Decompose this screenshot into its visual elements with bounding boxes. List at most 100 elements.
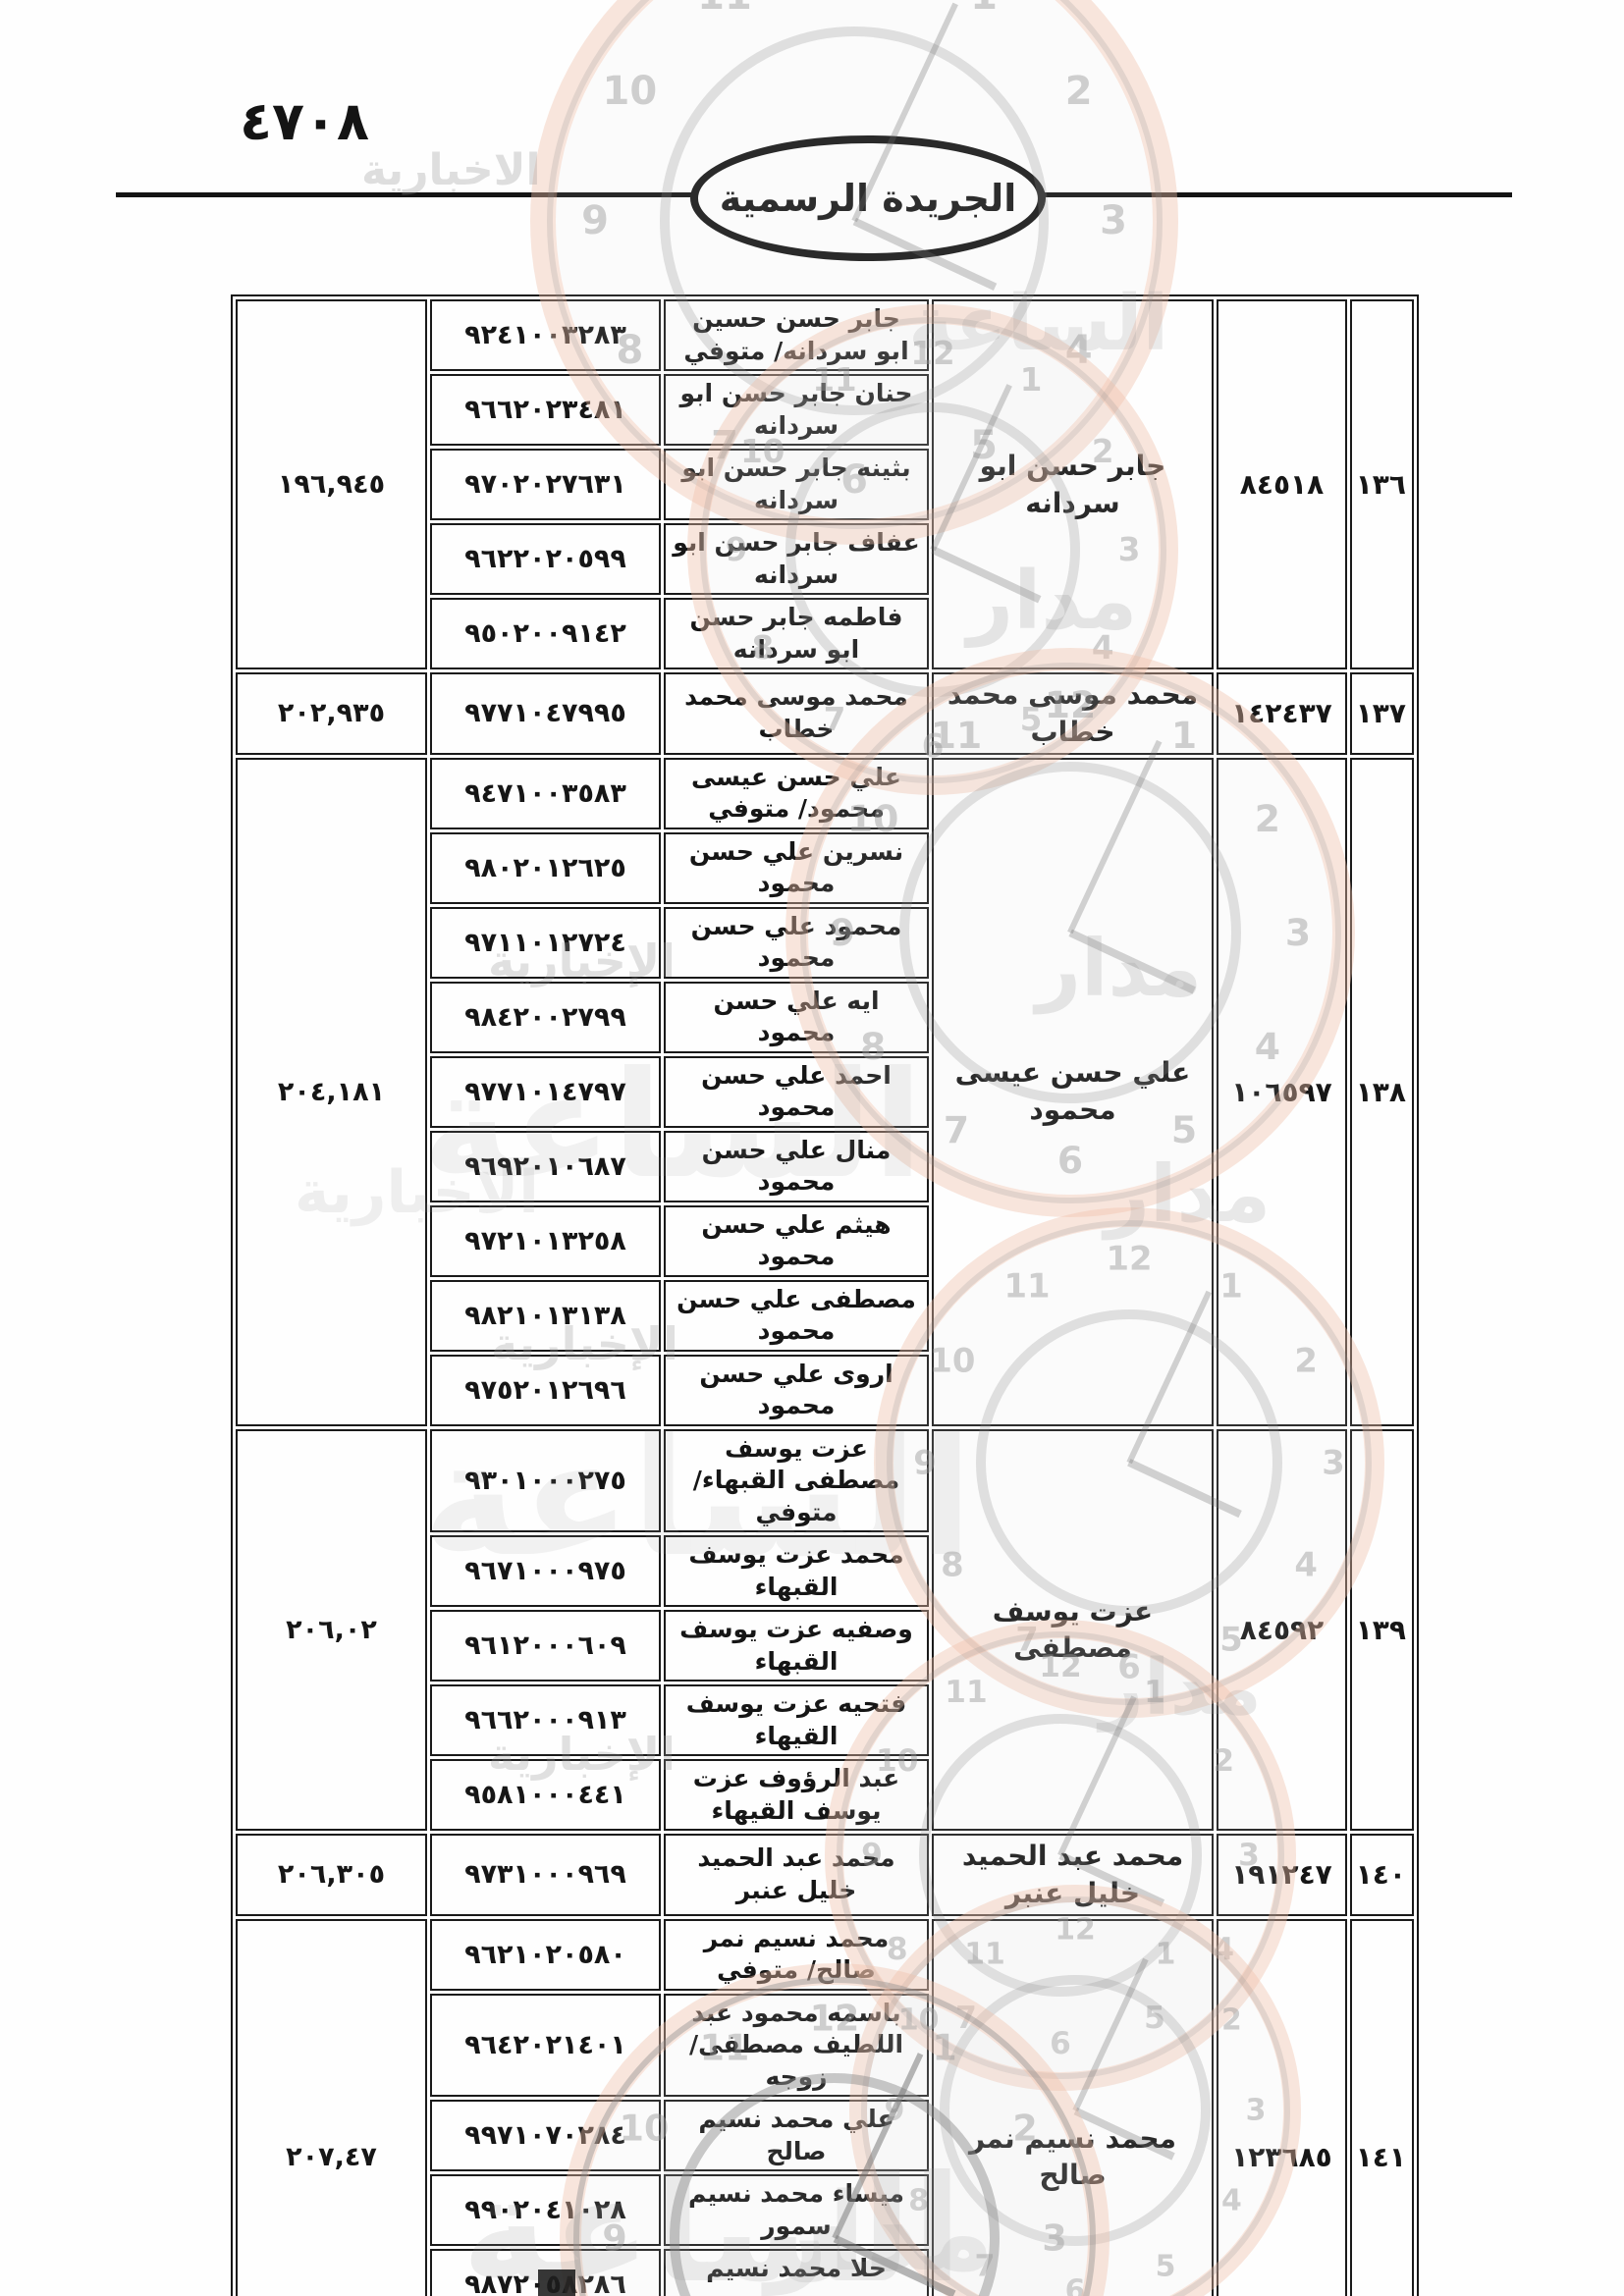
table-row: منال علي حسن محمود ٩٦٩٢٠١٠٦٨٧ <box>236 1130 1414 1202</box>
deceased-name-cell: عزت يوسف مصطفى <box>932 1428 1214 1832</box>
heir-id-cell: ٩٦٤٢٠٢١٤٠١ <box>430 1993 661 2098</box>
table-row: حنان جابر حسن ابو سردانه ٩٦٦٢٠٢٣٤٨١ <box>236 374 1414 446</box>
heir-id-cell: ٩٩٧١٠٧٠٢٨٤ <box>430 2100 661 2172</box>
heir-name-cell: عبد الرؤوف عزت يوسف القيهاء <box>664 1759 929 1832</box>
heir-name-cell: نسرين علي حسن محمود <box>664 831 929 904</box>
serial-cell: ١٤٠ <box>1350 1834 1414 1916</box>
heir-name-cell: عزت يوسف مصطفى القبهاء/ متوفي <box>664 1428 929 1533</box>
watermark-clock-numeral: 2 <box>1064 69 1093 114</box>
watermark-brand-text: الاخبارية <box>361 145 541 195</box>
heir-id-cell: ٩٩٠٢٠٤١٠٢٨ <box>430 2174 661 2247</box>
heir-id-cell: ٩٨٢١٠١٣١٣٨ <box>430 1279 661 1352</box>
file-number-cell: ٨٤٥١٨ <box>1217 299 1347 669</box>
heir-id-cell: ٩٧٣١٠٠٠٩٦٩ <box>430 1834 661 1916</box>
file-number-cell: ١٩١٢٤٧ <box>1217 1834 1347 1916</box>
file-number-cell: ٨٤٥٩٢ <box>1217 1428 1347 1832</box>
serial-cell: ١٣٩ <box>1350 1428 1414 1832</box>
heir-name-cell: وصفيه عزت يوسف القبهاء <box>664 1610 929 1682</box>
table-row: ١٣٧ ١٤٢٤٣٧ محمد موسى محمد خطاب محمد موسى مح… <box>236 672 1414 755</box>
heir-name-cell: اروى علي حسن محمود <box>664 1354 929 1426</box>
heir-name-cell: محمد عبد الحميد خليل عنبر <box>664 1834 929 1916</box>
file-number-cell: ١٢٣٦٨٥ <box>1217 1918 1347 2296</box>
table-row: ١٤٠ ١٩١٢٤٧ محمد عبد الحميد خليل عنبر محمد ع… <box>236 1834 1414 1916</box>
gazette-title-oval: الجريدة الرسمية <box>690 135 1046 261</box>
table-row: ١٣٦ ٨٤٥١٨ جابر حسن ابو سردانه جابر حسن حسين… <box>236 299 1414 669</box>
serial-cell: ١٤١ <box>1350 1918 1414 2296</box>
table-row: مصطفى علي حسن محمود ٩٨٢١٠١٣١٣٨ <box>236 1279 1414 1352</box>
inheritance-table: ١٣٦ ٨٤٥١٨ جابر حسن ابو سردانه جابر حسن حسين… <box>231 294 1419 2296</box>
table-row: محمد عزت يوسف القبهاء ٩٦٧١٠٠٠٩٧٥ <box>236 1535 1414 1608</box>
amount-cell: ٢٠٦,٣٠٥ <box>236 1834 427 1916</box>
amount-cell: ٢٠٤,١٨١ <box>236 757 427 1426</box>
table-row: اروى علي حسن محمود ٩٧٥٢٠١٢٦٩٦ <box>236 1354 1414 1426</box>
heir-id-cell: ٩٣٠١٠٠٠٢٧٥ <box>430 1428 661 1533</box>
heir-name-cell: حلا محمد نسيم سمور <box>664 2249 929 2296</box>
table-row: ١٤١ ١٢٣٦٨٥ محمد نسيم نمر صالح محمد نسيم نمر… <box>236 1918 1414 2296</box>
heir-id-cell: ٩٧٢١٠١٣٢٥٨ <box>430 1204 661 1277</box>
gazette-title: الجريدة الرسمية <box>719 177 1017 220</box>
heir-id-cell: ٩٧٧١٠٤٧٩٩٥ <box>430 672 661 755</box>
heir-id-cell: ٩٨٠٢٠١٢٦٢٥ <box>430 831 661 904</box>
heir-name-cell: ميساء محمد نسيم سمور <box>664 2174 929 2247</box>
table-row: عفاف جابر حسن ابو سردانه ٩٦٢٢٠٢٠٥٩٩ <box>236 523 1414 595</box>
heir-id-cell: ٩٦٢١٠٢٠٥٨٠ <box>430 1918 661 1991</box>
heir-name-cell: ايه علي حسن محمود <box>664 981 929 1053</box>
heir-id-cell: ٩٦١٢٠٠٠٦٠٩ <box>430 1610 661 1682</box>
table-row: ١٣٨ ١٠٦٥٩٧ علي حسن عيسى محمود علي حسن عيسى … <box>236 757 1414 1426</box>
heir-name-cell: علي محمد نسيم صالح <box>664 2100 929 2172</box>
amount-cell: ٢٠٢,٩٣٥ <box>236 672 427 755</box>
table-row: فاطمه جابر حسن ابو سردانه ٩٥٠٢٠٠٩١٤٢ <box>236 598 1414 669</box>
table-row: باسمه محمود عبد اللطيف مصطفى/ زوجه ٩٦٤٢٠٢… <box>236 1993 1414 2098</box>
heir-id-cell: ٩٦٦٢٠٠٠٩١٣ <box>430 1684 661 1757</box>
watermark-clock-numeral: 10 <box>602 69 658 114</box>
heir-name-cell: محمد نسيم نمر صالح/ متوفي <box>664 1918 929 1991</box>
table-row: عبد الرؤوف عزت يوسف القيهاء ٩٥٨١٠٠٠٤٤١ <box>236 1759 1414 1832</box>
heir-name-cell: محمد موسى محمد خطاب <box>664 672 929 755</box>
table-row: نسرين علي حسن محمود ٩٨٠٢٠١٢٦٢٥ <box>236 831 1414 904</box>
heir-id-cell: ٩٢٤١٠٠٣٢٨٣ <box>430 299 661 371</box>
deceased-name-cell: علي حسن عيسى محمود <box>932 757 1214 1426</box>
amount-cell: ٢٠٧,٤٧ <box>236 1918 427 2296</box>
heir-id-cell: ٩٥٠٢٠٠٩١٤٢ <box>430 598 661 669</box>
amount-cell: ٢٠٦,٠٢ <box>236 1428 427 1832</box>
watermark-clock-numeral: 9 <box>581 198 609 243</box>
heir-name-cell: منال علي حسن محمود <box>664 1130 929 1202</box>
heir-name-cell: محمود علي حسن محمود <box>664 906 929 979</box>
heir-id-cell: ٩٧٠٢٠٢٧٦٣١ <box>430 449 661 520</box>
page-number: ٤٧٠٨ <box>240 90 369 152</box>
serial-cell: ١٣٦ <box>1350 299 1414 669</box>
table-row: فتحيه عزت يوسف القيهاء ٩٦٦٢٠٠٠٩١٣ <box>236 1684 1414 1757</box>
deceased-name-cell: جابر حسن ابو سردانه <box>932 299 1214 669</box>
heir-id-cell: ٩٦٦٢٠٢٣٤٨١ <box>430 374 661 446</box>
heir-id-cell: ٩٦٢٢٠٢٠٥٩٩ <box>430 523 661 595</box>
table-row: محمود علي حسن محمود ٩٧١١٠١٢٧٢٤ <box>236 906 1414 979</box>
table-row: وصفيه عزت يوسف القبهاء ٩٦١٢٠٠٠٦٠٩ <box>236 1610 1414 1682</box>
heir-id-cell: ٩٦٩٢٠١٠٦٨٧ <box>430 1130 661 1202</box>
heir-name-cell: فاطمه جابر حسن ابو سردانه <box>664 598 929 669</box>
watermark-clock-numeral: 11 <box>697 0 752 19</box>
heir-name-cell: عفاف جابر حسن ابو سردانه <box>664 523 929 595</box>
heir-id-cell: ٩٧٧١٠١٤٧٩٧ <box>430 1055 661 1128</box>
watermark-clock-numeral: 1 <box>970 0 998 19</box>
heir-name-cell: باسمه محمود عبد اللطيف مصطفى/ زوجه <box>664 1993 929 2098</box>
amount-cell: ١٩٦,٩٤٥ <box>236 299 427 669</box>
inheritance-table-body: ١٣٦ ٨٤٥١٨ جابر حسن ابو سردانه جابر حسن حسين… <box>236 299 1414 2296</box>
watermark-clock-numeral: 3 <box>1100 198 1127 243</box>
serial-cell: ١٣٧ <box>1350 672 1414 755</box>
heir-name-cell: محمد عزت يوسف القبهاء <box>664 1535 929 1608</box>
heir-id-cell: ٩٧٥٢٠١٢٦٩٦ <box>430 1354 661 1426</box>
heir-name-cell: جابر حسن حسين ابو سردانه/ متوفي <box>664 299 929 371</box>
heir-name-cell: فتحيه عزت يوسف القيهاء <box>664 1684 929 1757</box>
heir-name-cell: علي حسن عيسى محمود/ متوفي <box>664 757 929 829</box>
table-row: هيثم علي حسن محمود ٩٧٢١٠١٣٢٥٨ <box>236 1204 1414 1277</box>
table-row: بثينه جابر حسن ابو سردانه ٩٧٠٢٠٢٧٦٣١ <box>236 449 1414 520</box>
table-row: احمد علي حسن محمود ٩٧٧١٠١٤٧٩٧ <box>236 1055 1414 1128</box>
table-row: ايه علي حسن محمود ٩٨٤٢٠٠٢٧٩٩ <box>236 981 1414 1053</box>
heir-name-cell: حنان جابر حسن ابو سردانه <box>664 374 929 446</box>
deceased-name-cell: محمد عبد الحميد خليل عنبر <box>932 1834 1214 1916</box>
table-row: ١٣٩ ٨٤٥٩٢ عزت يوسف مصطفى عزت يوسف مصطفى الق… <box>236 1428 1414 1832</box>
serial-cell: ١٣٨ <box>1350 757 1414 1426</box>
heir-id-cell: ٩٨٧٢٠٥٨٢٨٦ <box>430 2249 661 2296</box>
heir-id-cell: ٩٥٨١٠٠٠٤٤١ <box>430 1759 661 1832</box>
